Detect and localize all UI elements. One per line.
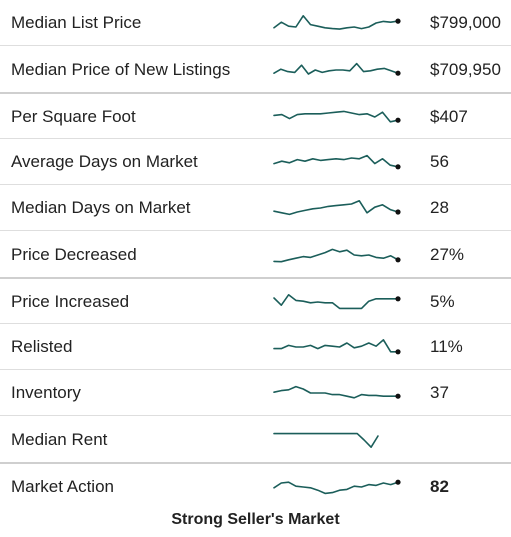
sparkline-endpoint	[395, 18, 401, 24]
sparkline	[273, 248, 401, 262]
stat-value: 28	[430, 198, 449, 217]
sparkline-path	[273, 110, 399, 123]
stat-label: Median Price of New Listings	[11, 59, 231, 79]
stat-label: Per Square Foot	[11, 107, 136, 126]
sparkline-path	[273, 432, 379, 448]
stat-row: Median List Price $799,000	[0, 0, 511, 45]
stat-label: Relisted	[11, 337, 73, 356]
sparkline	[273, 385, 401, 399]
stat-label: Price Decreased	[11, 244, 137, 264]
stat-label: Inventory	[11, 383, 81, 402]
sparkline-endpoint	[395, 296, 401, 302]
sparkline-endpoint	[395, 70, 401, 76]
stat-row: Relisted 11%	[0, 323, 511, 369]
stat-value: 11%	[430, 337, 463, 356]
stat-label: Price Increased	[11, 292, 130, 311]
stat-value: 37	[430, 383, 449, 402]
sparkline-endpoint	[395, 349, 401, 355]
stat-label: Median Rent	[11, 429, 108, 449]
sparkline-path	[273, 154, 399, 168]
stat-value: 27%	[430, 244, 465, 264]
sparkline-endpoint	[395, 117, 401, 123]
sparkline-path	[273, 14, 399, 30]
stat-label: Market Action	[11, 477, 114, 496]
stat-row: Median Price of New Listings $709,950	[0, 45, 511, 92]
stat-value: 56	[430, 152, 449, 171]
stat-row: Market Action 82	[0, 462, 511, 508]
stat-value: 5%	[430, 292, 455, 311]
stat-row: Price Decreased 27%	[0, 230, 511, 277]
sparkline-path	[273, 248, 399, 262]
sparkline-endpoint	[395, 393, 401, 399]
stat-row: Price Increased 5%	[0, 277, 511, 323]
stat-value: $709,950	[430, 59, 501, 79]
sparkline-path	[273, 62, 399, 75]
sparkline	[273, 200, 401, 216]
sparkline-path	[273, 200, 399, 216]
stat-row: Average Days on Market 56	[0, 138, 511, 184]
sparkline-endpoint	[395, 209, 401, 215]
stat-value: $407	[430, 107, 468, 126]
stat-row: Median Days on Market 28	[0, 184, 511, 230]
sparkline	[273, 14, 401, 30]
stat-row: Per Square Foot $407	[0, 92, 511, 138]
market-summary: Strong Seller's Market	[171, 511, 340, 528]
sparkline	[273, 62, 401, 76]
sparkline-endpoint	[395, 164, 401, 170]
sparkline-endpoint	[395, 479, 401, 485]
sparkline	[273, 110, 401, 123]
sparkline-path	[273, 339, 399, 353]
stat-label: Median List Price	[11, 12, 142, 32]
sparkline	[273, 154, 401, 170]
sparkline-path	[273, 385, 399, 399]
stat-label: Average Days on Market	[11, 152, 198, 171]
sparkline-path	[273, 481, 399, 495]
sparkline	[273, 432, 379, 448]
sparkline	[273, 294, 401, 310]
stat-value: 82	[430, 477, 449, 496]
sparkline	[273, 339, 401, 355]
sparkline-endpoint	[395, 256, 401, 262]
stat-row: Median Rent	[0, 415, 511, 462]
stat-row: Inventory 37	[0, 369, 511, 415]
stat-value: $799,000	[430, 12, 501, 32]
sparkline-path	[273, 294, 399, 310]
stat-label: Median Days on Market	[11, 198, 191, 217]
sparkline	[273, 479, 401, 495]
